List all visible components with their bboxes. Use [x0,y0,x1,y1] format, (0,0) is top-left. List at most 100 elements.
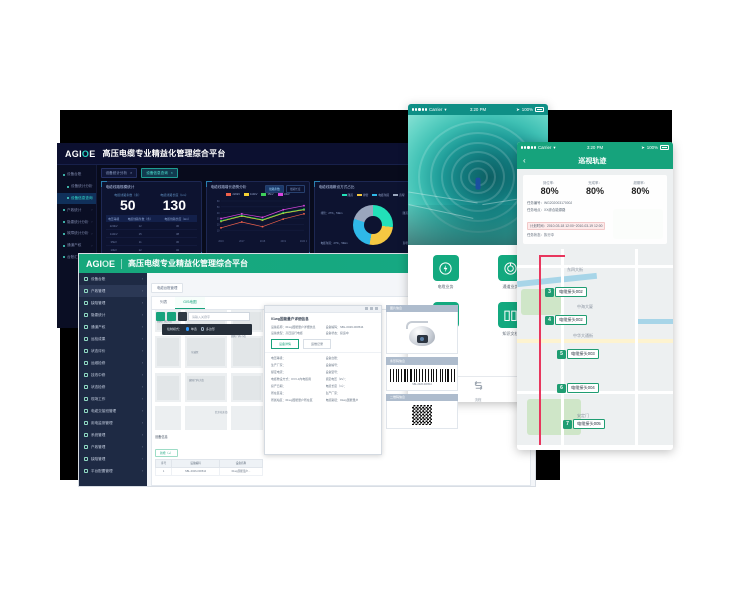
sidebar-item-15[interactable]: 缺陷管理 › [79,453,147,465]
tab-flow[interactable]: 流程 [455,377,502,402]
legend-item-3[interactable]: 直埋 [393,193,405,197]
chevron-right-icon: › [141,421,143,425]
dashboard-tabs: 设备统计分析 × 设备信息查询 × [100,168,408,178]
map-pin-5[interactable]: 5 电缆接头003 [557,349,599,360]
chevron-right-icon: › [141,385,143,389]
battery-label: 100% [646,145,658,150]
clock-icon [63,173,65,176]
sidebar-item-6[interactable]: 状态评价 › [79,345,147,357]
sidebar-item-2[interactable]: 设备信息查询 [57,192,96,205]
table-row[interactable]: 1 SBL-0026-000544 01wg国能量户... [154,466,264,476]
chevron-right-icon: › [141,349,143,353]
sidebar-item-6[interactable]: 通道产权 › [57,240,96,252]
chevron-right-icon: › [91,220,93,225]
tab-device-detail[interactable]: 设备详情 [271,339,300,349]
minimize-icon[interactable] [365,307,368,310]
carrier-label: Carrier [537,145,552,150]
radio-polygon[interactable]: 多边形 [200,327,215,331]
kpi-table: 电压等级 电缆线路条数（条） 电缆线路长度（km） 220kV 12 30 11… [105,215,197,255]
stat-value: 80% [631,186,650,196]
legend-item-0[interactable]: 220kV [226,193,240,196]
sidebar-item-label: 设备信息查询 [71,195,93,200]
sidebar-item-0[interactable]: 设备台账 › [79,273,147,285]
toggle-length[interactable]: 线路长度 [285,185,305,193]
battery-icon [535,107,544,112]
close-icon[interactable]: × [130,171,133,175]
sidebar-item-2[interactable]: 缺陷管理 › [79,297,147,309]
page-title: 高压电缆专业精益化管理综合平台 [128,259,249,268]
sidebar-item-14[interactable]: 户政管理 › [79,441,147,453]
maximize-icon[interactable] [370,307,373,310]
map-search-input[interactable]: 请输入关键字 [188,311,250,321]
sidebar-item-8[interactable]: 技改中修 › [79,369,147,381]
sidebar-item-label: 平台配置管理 [91,468,113,473]
map-pin-7[interactable]: 7 电缆接头005 [563,419,605,430]
backdrop-lower [60,480,560,600]
sidebar-item-label: 隐患统计分析 [67,219,89,224]
legend-item-2[interactable]: 电缆沟道 [372,193,389,197]
backdrop-top [0,0,732,110]
sidebar-item-0[interactable]: 设备台账 [57,169,96,181]
sidebar-item-label: 故障统计分析 [67,231,89,236]
sidebar-item-16[interactable]: 平台配置管理 › [79,465,147,477]
sidebar-item-1[interactable]: 户政管理 › [79,285,147,297]
polygon-icon[interactable] [167,311,176,321]
legend-item-0[interactable]: 隧道 [341,193,353,197]
sidebar-item-label: 通道产权 [67,243,82,248]
sidebar-item-7[interactable]: 运维检修 › [79,357,147,369]
sidebar-item-label: 系统管理 [91,432,106,437]
tab-0[interactable]: 设备统计分析 × [100,168,138,178]
kpi-card: 电缆线路规模统计 电缆线路条数（条） 50 电缆线路长度（km） 130 [100,181,202,259]
sidebar-item-5[interactable]: 故障统计分析 › [57,228,96,240]
card-title: 电缆线路敷设方式占比 [318,185,355,189]
add-device-button[interactable]: 新增（+） [155,448,178,457]
sidebar-item-label: 设备统计分析 [71,184,93,189]
radio-single[interactable]: 单选 [186,327,197,331]
close-icon[interactable]: × [170,171,173,175]
legend-item-1[interactable]: 排管 [357,193,368,197]
chevron-right-icon: › [91,208,93,213]
sidebar-item-3[interactable]: 户政统计 › [57,204,96,216]
legend-item-1[interactable]: 110kV [244,193,257,196]
sidebar-item-9[interactable]: 状态检修 › [79,381,147,393]
sidebar-item-5[interactable]: 运检成果 › [79,333,147,345]
sidebar-item-13[interactable]: 系统管理 › [79,429,147,441]
map-label-4: 北京站东街 [215,410,228,414]
sidebar-item-1[interactable]: 设备统计分析 [57,181,96,193]
patrol-summary: 到位率： 80% 完成率： 80% 超期率： 80% 任务编号：WG202003… [523,175,667,244]
tab-list[interactable]: 列表 [160,299,168,304]
toggle-count[interactable]: 线路条数 [265,185,284,193]
field-11: 生产厂家： [325,391,340,395]
page-title: 高压电缆专业精益化管理综合平台 [102,149,226,158]
section-header-photo: 图片信息 [386,304,458,313]
tab-1[interactable]: 设备信息查询 × [141,168,178,178]
sidebar-item-label: 运检成果 [91,336,106,341]
detail-1: 任务地点：XX综合能源路 [527,208,566,213]
dot-icon [67,197,69,200]
app-tile-0[interactable]: 电缆业务 [422,255,469,290]
sidebar-item-label: 隐患统计 [91,312,106,317]
flow-icon [473,378,484,396]
barcode-block: SBL-0026-000544 [386,364,458,391]
sidebar-item-4[interactable]: 隐患统计分析 › [57,216,96,228]
sidebar-item-label: 台账汇总 [67,254,82,259]
sidebar-item-12[interactable]: 用电监测管理 › [79,417,147,429]
map-pin-6[interactable]: 6 电缆接头004 [557,383,599,394]
legend-item-3[interactable]: 10kV [277,193,290,196]
tab-maintenance-log[interactable]: 运维记录 [303,339,332,349]
sidebar-item-10[interactable]: 现场工作 › [79,393,147,405]
edit-icon[interactable] [156,311,165,321]
clear-icon[interactable] [178,311,187,321]
legend-item-2[interactable]: 35kV [261,193,274,196]
map-pin-3[interactable]: 3 电缆接头002 [545,287,587,298]
sidebar-item-3[interactable]: 隐患统计 › [79,309,147,321]
close-icon[interactable] [375,307,378,310]
patrol-map[interactable]: 东四大街 中海大厦 中华大通街 安定门 到位率： 80% 完成率： 80% 超期… [517,169,673,445]
back-icon[interactable]: ‹ [523,156,526,165]
wifi-icon: ▾ [553,144,556,150]
sidebar-item-11[interactable]: 电缆交接班管理 › [79,405,147,417]
tab-gis-map[interactable]: GIS地图 [175,296,205,309]
map-pin-4[interactable]: 4 电缆接头002 [545,315,587,326]
sidebar-item-4[interactable]: 通道产权 › [79,321,147,333]
